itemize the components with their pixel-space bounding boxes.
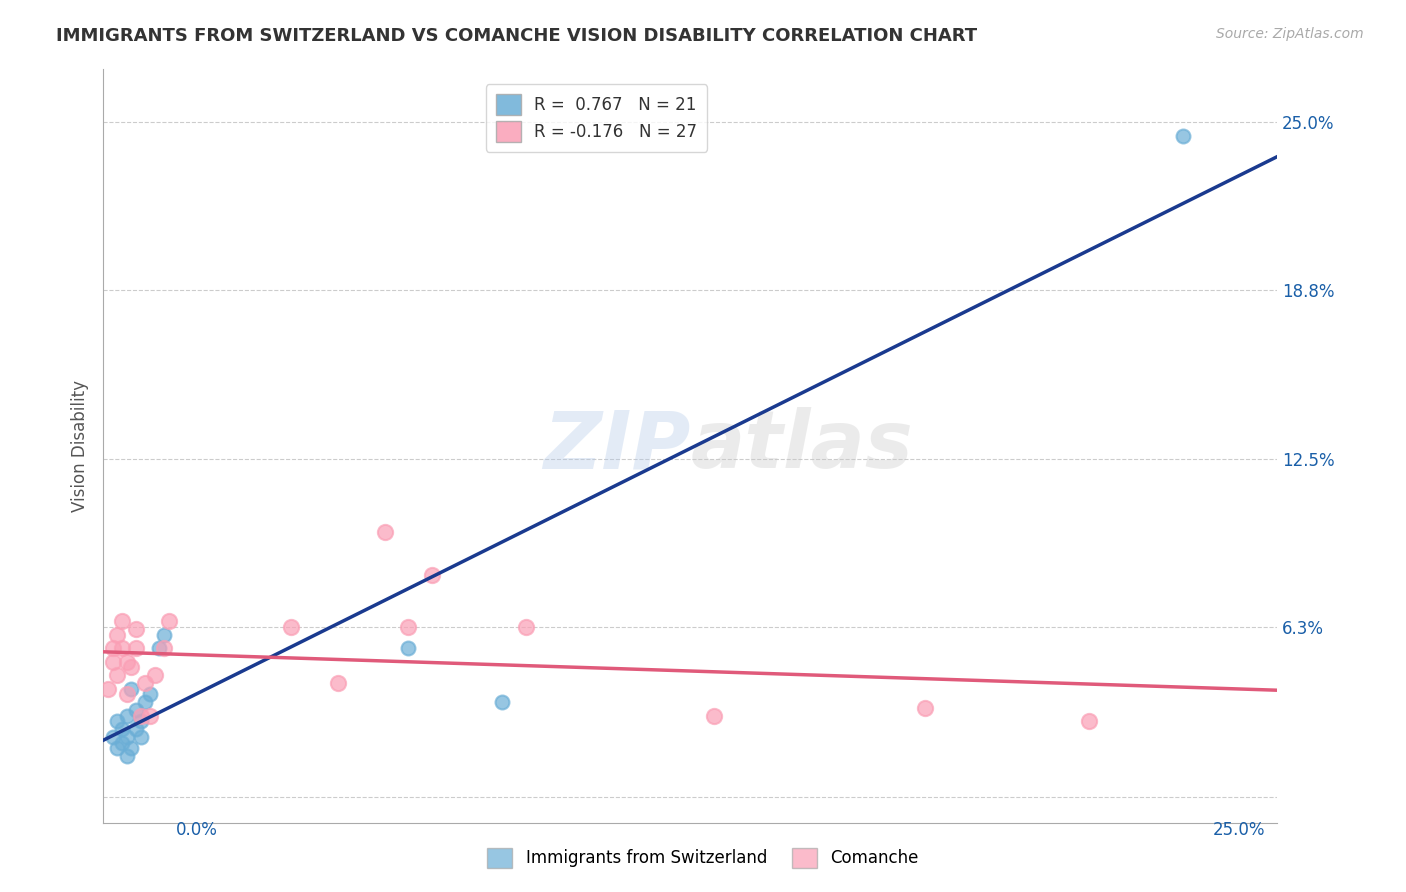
Point — [111, 641, 134, 656]
Point — [374, 525, 396, 540]
Point — [1078, 714, 1101, 728]
Point — [101, 730, 124, 744]
Point — [914, 700, 936, 714]
Point — [120, 681, 142, 696]
Y-axis label: Vision Disability: Vision Disability — [72, 380, 89, 512]
Text: IMMIGRANTS FROM SWITZERLAND VS COMANCHE VISION DISABILITY CORRELATION CHART: IMMIGRANTS FROM SWITZERLAND VS COMANCHE … — [56, 27, 977, 45]
Point — [129, 730, 152, 744]
Point — [129, 708, 152, 723]
Point — [134, 695, 156, 709]
Point — [139, 708, 162, 723]
Point — [125, 641, 148, 656]
Text: 0.0%: 0.0% — [176, 821, 218, 838]
Point — [97, 681, 120, 696]
Point — [134, 676, 156, 690]
Text: 25.0%: 25.0% — [1213, 821, 1265, 838]
Point — [105, 628, 128, 642]
Point — [129, 714, 152, 728]
Point — [101, 655, 124, 669]
Point — [111, 614, 134, 628]
Point — [703, 708, 725, 723]
Point — [115, 655, 138, 669]
Point — [115, 749, 138, 764]
Point — [491, 695, 513, 709]
Point — [115, 730, 138, 744]
Text: atlas: atlas — [690, 407, 912, 485]
Point — [326, 676, 349, 690]
Point — [125, 623, 148, 637]
Point — [115, 708, 138, 723]
Text: ZIP: ZIP — [543, 407, 690, 485]
Point — [515, 620, 537, 634]
Point — [280, 620, 302, 634]
Point — [120, 660, 142, 674]
Point — [153, 628, 176, 642]
Point — [105, 741, 128, 756]
Point — [153, 641, 176, 656]
Point — [1173, 128, 1195, 143]
Text: Source: ZipAtlas.com: Source: ZipAtlas.com — [1216, 27, 1364, 41]
Point — [139, 687, 162, 701]
Point — [105, 714, 128, 728]
Point — [148, 641, 170, 656]
Point — [396, 620, 419, 634]
Point — [115, 687, 138, 701]
Point — [105, 668, 128, 682]
Point — [157, 614, 180, 628]
Point — [120, 741, 142, 756]
Point — [111, 736, 134, 750]
Point — [420, 568, 443, 582]
Point — [125, 722, 148, 736]
Point — [111, 722, 134, 736]
Point — [125, 703, 148, 717]
Legend: R =  0.767   N = 21, R = -0.176   N = 27: R = 0.767 N = 21, R = -0.176 N = 27 — [485, 85, 707, 152]
Point — [396, 641, 419, 656]
Legend: Immigrants from Switzerland, Comanche: Immigrants from Switzerland, Comanche — [481, 841, 925, 875]
Point — [101, 641, 124, 656]
Point — [143, 668, 166, 682]
